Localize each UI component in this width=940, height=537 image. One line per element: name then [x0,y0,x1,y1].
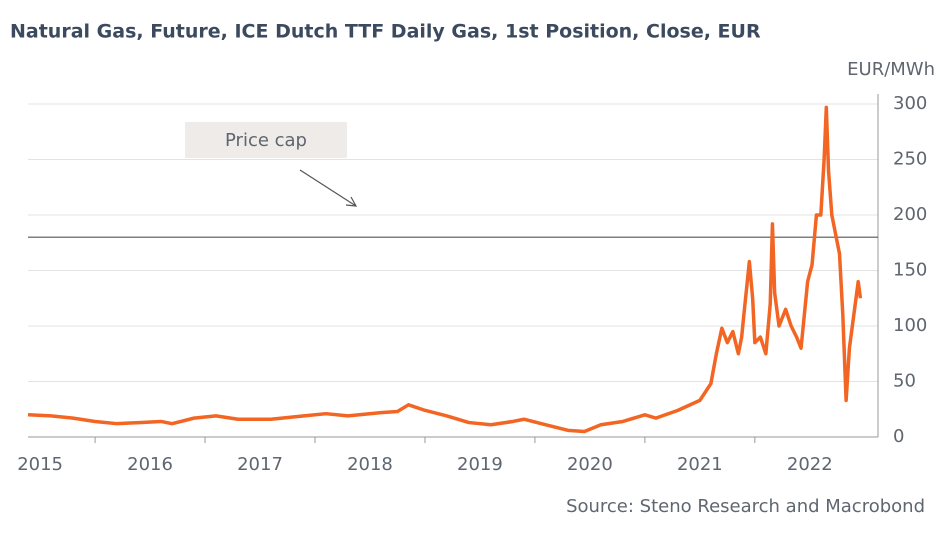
y-tick-label: 50 [893,371,916,392]
chart-title: Natural Gas, Future, ICE Dutch TTF Daily… [10,21,761,43]
x-tick-label: 2022 [787,454,833,475]
x-tick-label: 2021 [677,454,723,475]
y-tick-label: 200 [893,204,927,225]
y-axis-label: EUR/MWh [847,59,935,80]
y-tick-label: 250 [893,149,927,170]
x-tick-label: 2017 [237,454,283,475]
source: Source: Steno Research and Macrobond [566,496,925,517]
x-tick-label: 2019 [457,454,503,475]
annotation: Price cap [225,130,307,151]
x-tick-label: 2018 [347,454,393,475]
y-tick-label: 150 [893,260,927,281]
x-tick-label: 2015 [17,454,63,475]
y-tick-label: 0 [893,426,904,447]
x-tick-label: 2020 [567,454,613,475]
annotation-box [185,122,347,158]
price-line [27,105,863,434]
annotation-arrow [299,169,357,207]
arrow-head [345,196,358,207]
y-tick-label: 100 [893,315,927,336]
y-tick-label: 300 [893,93,927,114]
x-tick-label: 2016 [127,454,173,475]
